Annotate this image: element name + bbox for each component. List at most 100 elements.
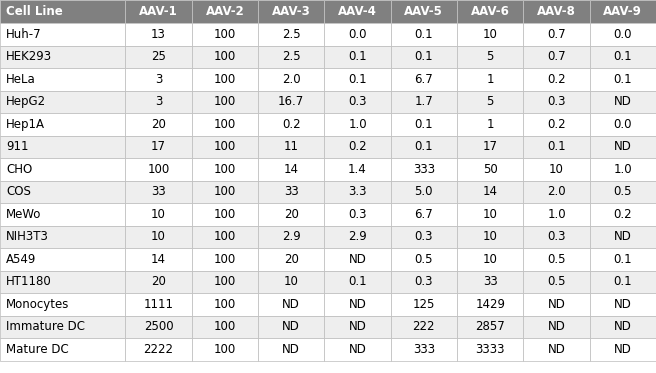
Bar [523, 248, 590, 270]
Bar [192, 203, 258, 226]
Bar [457, 135, 523, 158]
Text: 0.0: 0.0 [613, 28, 632, 41]
Text: 333: 333 [413, 343, 435, 356]
Bar [590, 23, 656, 46]
Text: 0.1: 0.1 [348, 50, 367, 63]
Bar [523, 338, 590, 360]
Bar [192, 113, 258, 135]
Bar [324, 158, 391, 181]
Bar [0, 316, 125, 338]
Bar [523, 158, 590, 181]
Text: ND: ND [614, 298, 632, 311]
Bar [590, 226, 656, 248]
Bar [0, 248, 125, 270]
Text: 16.7: 16.7 [278, 95, 304, 108]
Text: AAV-5: AAV-5 [404, 5, 443, 18]
Bar [192, 68, 258, 91]
Text: 0.1: 0.1 [415, 28, 433, 41]
Bar [391, 113, 457, 135]
Text: 2.9: 2.9 [348, 230, 367, 243]
Bar [258, 158, 324, 181]
Bar [324, 181, 391, 203]
Text: Immature DC: Immature DC [6, 320, 85, 333]
Text: 100: 100 [214, 28, 236, 41]
Text: 0.5: 0.5 [415, 253, 433, 266]
Bar [0, 270, 125, 293]
Text: 100: 100 [214, 230, 236, 243]
Text: ND: ND [348, 320, 367, 333]
Text: 3333: 3333 [476, 343, 505, 356]
Text: 3: 3 [155, 95, 162, 108]
Bar [324, 248, 391, 270]
Bar [125, 158, 192, 181]
Text: 3: 3 [155, 73, 162, 86]
Bar [125, 226, 192, 248]
Text: HepG2: HepG2 [6, 95, 46, 108]
Text: 100: 100 [214, 343, 236, 356]
Text: 5: 5 [487, 95, 494, 108]
Bar [523, 226, 590, 248]
Text: COS: COS [6, 185, 31, 198]
Bar [0, 68, 125, 91]
Bar [0, 113, 125, 135]
Text: 2857: 2857 [476, 320, 505, 333]
Bar [391, 158, 457, 181]
Text: 100: 100 [214, 298, 236, 311]
Bar [125, 91, 192, 113]
Bar [125, 68, 192, 91]
Bar [324, 135, 391, 158]
Bar [258, 203, 324, 226]
Text: 222: 222 [413, 320, 435, 333]
Text: 2.5: 2.5 [282, 50, 300, 63]
Bar [590, 270, 656, 293]
Bar [590, 91, 656, 113]
Text: 0.1: 0.1 [613, 275, 632, 288]
Bar [125, 23, 192, 46]
Text: HEK293: HEK293 [6, 50, 52, 63]
Text: 0.7: 0.7 [547, 28, 566, 41]
Text: Monocytes: Monocytes [6, 298, 70, 311]
Text: 333: 333 [413, 163, 435, 176]
Text: 100: 100 [214, 163, 236, 176]
Text: 0.1: 0.1 [348, 73, 367, 86]
Text: 1: 1 [487, 118, 494, 131]
Text: ND: ND [548, 343, 565, 356]
Text: ND: ND [614, 95, 632, 108]
Bar [125, 46, 192, 68]
Text: 2.9: 2.9 [282, 230, 300, 243]
Bar [192, 316, 258, 338]
Bar [523, 293, 590, 316]
Bar [0, 91, 125, 113]
Text: 0.1: 0.1 [348, 275, 367, 288]
Text: 0.0: 0.0 [348, 28, 367, 41]
Text: 100: 100 [214, 253, 236, 266]
Bar [258, 135, 324, 158]
Bar [324, 203, 391, 226]
Text: 10: 10 [483, 208, 498, 221]
Text: 10: 10 [483, 230, 498, 243]
Text: Hep1A: Hep1A [6, 118, 45, 131]
Bar [192, 158, 258, 181]
Text: 0.1: 0.1 [613, 50, 632, 63]
Bar [125, 293, 192, 316]
Bar [258, 23, 324, 46]
Text: 0.1: 0.1 [415, 50, 433, 63]
Text: 911: 911 [6, 140, 28, 153]
Bar [324, 338, 391, 360]
Text: 100: 100 [214, 320, 236, 333]
Bar [258, 316, 324, 338]
Bar [192, 270, 258, 293]
Text: 20: 20 [284, 208, 298, 221]
Bar [258, 91, 324, 113]
Bar [258, 338, 324, 360]
Text: 13: 13 [151, 28, 166, 41]
Bar [192, 46, 258, 68]
Text: AAV-4: AAV-4 [338, 5, 377, 18]
Text: 10: 10 [483, 28, 498, 41]
Bar [192, 248, 258, 270]
Bar [590, 113, 656, 135]
Bar [0, 181, 125, 203]
Text: 0.3: 0.3 [547, 95, 565, 108]
Text: 100: 100 [214, 118, 236, 131]
Text: 14: 14 [151, 253, 166, 266]
